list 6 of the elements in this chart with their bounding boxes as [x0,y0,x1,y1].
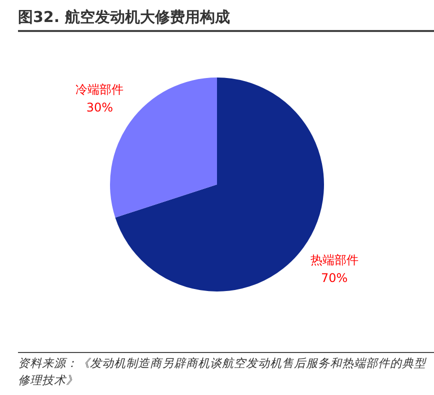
data-label: 30% [86,100,114,114]
text: 资料来源：《发动机制造商另辟商机谈航空发动机售后服务和热端部件的典型修理技术》 [18,355,434,389]
data-label: 70% [320,270,348,285]
slice-label: 冷端部件 [76,82,124,96]
chart-title: 图32. 航空发动机大修费用构成 [18,8,434,32]
slice-label: 热端部件 [310,252,358,267]
